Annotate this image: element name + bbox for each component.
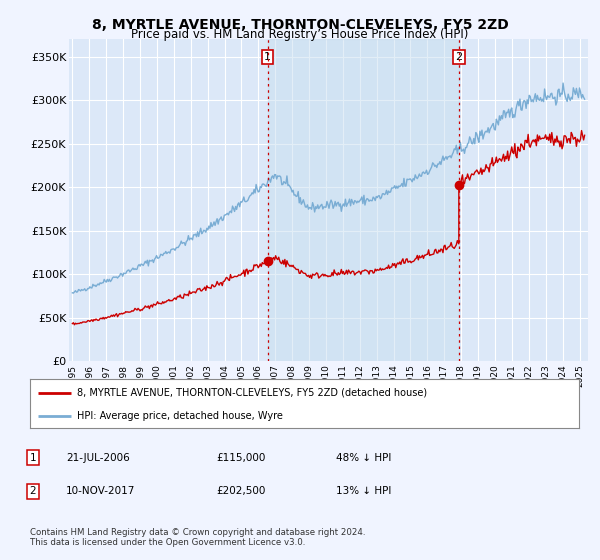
- Text: 8, MYRTLE AVENUE, THORNTON-CLEVELEYS, FY5 2ZD (detached house): 8, MYRTLE AVENUE, THORNTON-CLEVELEYS, FY…: [77, 388, 427, 398]
- Text: £202,500: £202,500: [216, 486, 265, 496]
- Text: 13% ↓ HPI: 13% ↓ HPI: [336, 486, 391, 496]
- Text: 1: 1: [264, 52, 271, 62]
- Text: HPI: Average price, detached house, Wyre: HPI: Average price, detached house, Wyre: [77, 411, 283, 421]
- Text: Contains HM Land Registry data © Crown copyright and database right 2024.
This d: Contains HM Land Registry data © Crown c…: [30, 528, 365, 547]
- Text: 48% ↓ HPI: 48% ↓ HPI: [336, 452, 391, 463]
- Text: 8, MYRTLE AVENUE, THORNTON-CLEVELEYS, FY5 2ZD: 8, MYRTLE AVENUE, THORNTON-CLEVELEYS, FY…: [92, 18, 508, 32]
- Text: £115,000: £115,000: [216, 452, 265, 463]
- Text: 2: 2: [29, 486, 37, 496]
- Bar: [268, 39, 459, 361]
- Text: 10-NOV-2017: 10-NOV-2017: [66, 486, 136, 496]
- Text: 1: 1: [29, 452, 37, 463]
- Text: Price paid vs. HM Land Registry’s House Price Index (HPI): Price paid vs. HM Land Registry’s House …: [131, 28, 469, 41]
- Text: 21-JUL-2006: 21-JUL-2006: [66, 452, 130, 463]
- Text: 2: 2: [455, 52, 463, 62]
